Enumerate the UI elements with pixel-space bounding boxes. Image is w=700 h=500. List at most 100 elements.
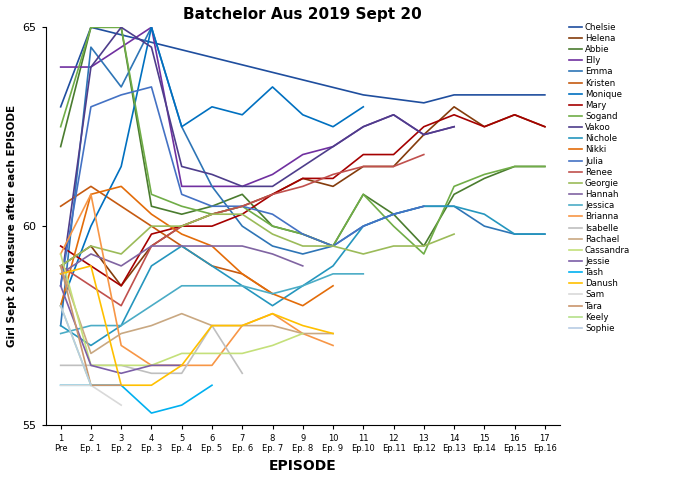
Brianna	[238, 322, 246, 328]
Abbie	[480, 176, 489, 182]
Julia	[268, 211, 277, 217]
Vakoo	[389, 112, 398, 118]
Cassandra	[57, 251, 65, 257]
Emma	[329, 243, 337, 249]
Emma	[208, 184, 216, 190]
Isabelle	[147, 370, 155, 376]
Sogand	[117, 24, 125, 30]
Mary	[419, 124, 428, 130]
Jessie	[147, 362, 155, 368]
Line: Mary: Mary	[61, 115, 545, 286]
Renee	[299, 184, 307, 190]
Nikki	[329, 283, 337, 289]
Emma	[540, 231, 549, 237]
Rachael	[238, 322, 246, 328]
Julia	[238, 204, 246, 210]
Monique	[117, 164, 125, 170]
Danush	[329, 330, 337, 336]
Danush	[57, 271, 65, 277]
Sogand	[329, 243, 337, 249]
Keely	[57, 302, 65, 308]
Abbie	[419, 243, 428, 249]
Julia	[117, 92, 125, 98]
Jessica	[208, 283, 216, 289]
Elly	[208, 184, 216, 190]
Elly	[450, 124, 459, 130]
Helena	[419, 132, 428, 138]
Emma	[480, 223, 489, 229]
Helena	[178, 223, 186, 229]
Line: Tash: Tash	[61, 385, 212, 413]
Nichole	[208, 263, 216, 269]
Nichole	[299, 283, 307, 289]
Elly	[419, 132, 428, 138]
Renee	[389, 164, 398, 170]
Line: Georgie: Georgie	[61, 214, 454, 266]
Nichole	[480, 211, 489, 217]
Brianna	[268, 310, 277, 316]
Mary	[299, 176, 307, 182]
Julia	[359, 223, 368, 229]
Line: Hannah: Hannah	[61, 246, 303, 274]
Hannah	[117, 263, 125, 269]
Vakoo	[329, 144, 337, 150]
Line: Helena: Helena	[61, 107, 545, 286]
Line: Jessica: Jessica	[61, 274, 363, 334]
Jessica	[87, 322, 95, 328]
Helena	[299, 176, 307, 182]
Danush	[117, 382, 125, 388]
Abbie	[329, 243, 337, 249]
Vakoo	[147, 44, 155, 50]
Rachael	[147, 322, 155, 328]
Monique	[208, 104, 216, 110]
Line: Kristen: Kristen	[61, 186, 272, 294]
Mary	[329, 176, 337, 182]
Chelsie	[419, 100, 428, 106]
Cassandra	[268, 342, 277, 348]
Mary	[510, 112, 519, 118]
Cassandra	[147, 362, 155, 368]
Sogand	[510, 164, 519, 170]
Chelsie	[450, 92, 459, 98]
Julia	[389, 211, 398, 217]
Monique	[238, 112, 246, 118]
Brianna	[87, 192, 95, 198]
Sophie	[87, 382, 95, 388]
Nikki	[208, 243, 216, 249]
Julia	[147, 84, 155, 90]
Hannah	[238, 243, 246, 249]
Tash	[178, 402, 186, 408]
Chelsie	[57, 104, 65, 110]
Jessica	[268, 291, 277, 297]
Georgie	[57, 263, 65, 269]
Nichole	[57, 322, 65, 328]
Cassandra	[117, 362, 125, 368]
Line: Brianna: Brianna	[61, 194, 333, 366]
Julia	[57, 283, 65, 289]
Vakoo	[57, 283, 65, 289]
Vakoo	[359, 124, 368, 130]
Chelsie	[359, 92, 368, 98]
Julia	[87, 104, 95, 110]
Hannah	[87, 251, 95, 257]
Line: Tara: Tara	[61, 266, 121, 385]
Helena	[450, 104, 459, 110]
Sogand	[238, 204, 246, 210]
Brianna	[57, 251, 65, 257]
Tash	[208, 382, 216, 388]
Nikki	[268, 291, 277, 297]
Rachael	[178, 310, 186, 316]
Georgie	[147, 223, 155, 229]
Georgie	[450, 231, 459, 237]
Kristen	[87, 184, 95, 190]
Georgie	[178, 223, 186, 229]
Line: Nichole: Nichole	[61, 206, 545, 346]
Emma	[238, 223, 246, 229]
Mary	[147, 231, 155, 237]
Julia	[299, 231, 307, 237]
Monique	[147, 24, 155, 30]
Hannah	[178, 243, 186, 249]
Line: Abbie: Abbie	[61, 28, 545, 246]
Isabelle	[117, 362, 125, 368]
Line: Chelsie: Chelsie	[61, 28, 545, 107]
